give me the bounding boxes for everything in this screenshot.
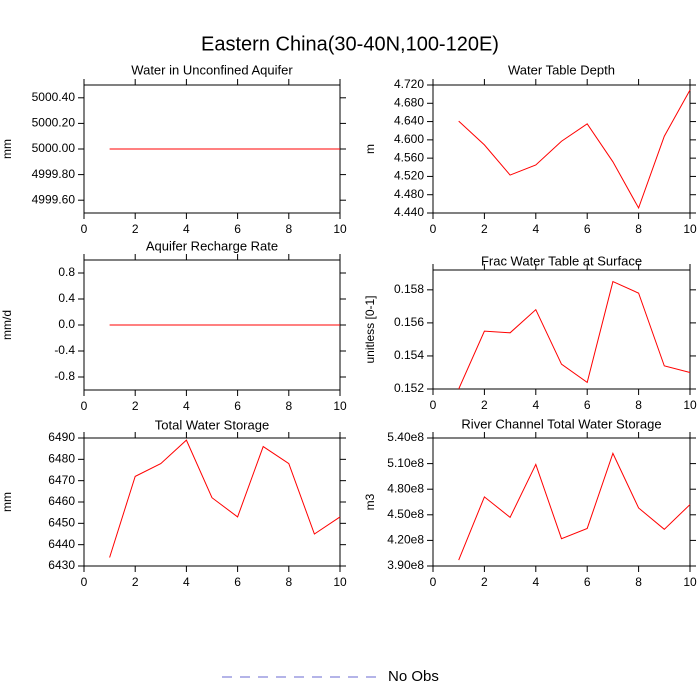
y-axis-label: m3 bbox=[363, 493, 377, 510]
y-axis-label: mm bbox=[0, 139, 14, 159]
page-title: Eastern China(30-40N,100-120E) bbox=[201, 33, 499, 55]
x-tick-label: 6 bbox=[234, 575, 241, 589]
y-tick-label: 4.480 bbox=[394, 187, 424, 201]
data-line bbox=[458, 89, 691, 210]
data-line bbox=[109, 439, 341, 558]
data-line bbox=[458, 280, 691, 390]
y-tick-label: 5000.40 bbox=[32, 90, 76, 104]
y-axis-label: unitless [0-1] bbox=[363, 295, 377, 363]
x-tick-label: 4 bbox=[532, 222, 539, 236]
y-tick-label: 4.520 bbox=[394, 169, 424, 183]
panel-title: Water Table Depth bbox=[508, 62, 615, 77]
x-tick-label: 6 bbox=[584, 575, 591, 589]
y-tick-label: 4.80e8 bbox=[387, 481, 424, 495]
y-tick-label: 0.0 bbox=[58, 317, 75, 331]
x-tick-label: 8 bbox=[635, 398, 642, 412]
panel-title: Frac Water Table at Surface bbox=[481, 253, 642, 268]
x-tick-label: 8 bbox=[635, 575, 642, 589]
x-tick-label: 6 bbox=[584, 398, 591, 412]
x-tick-label: 0 bbox=[81, 399, 88, 413]
legend-label: No Obs bbox=[388, 668, 439, 685]
y-axis-label: m bbox=[363, 144, 377, 154]
legend-label: 1850_145.01 bbox=[388, 697, 476, 700]
x-tick-label: 0 bbox=[430, 398, 437, 412]
panel-title: Total Water Storage bbox=[155, 417, 269, 432]
x-tick-label: 6 bbox=[584, 222, 591, 236]
y-tick-label: 6460 bbox=[48, 494, 75, 508]
plot-frame bbox=[432, 437, 691, 567]
y-tick-label: 6470 bbox=[48, 473, 75, 487]
y-tick-label: 6480 bbox=[48, 452, 75, 466]
y-tick-label: 4.640 bbox=[394, 114, 424, 128]
y-tick-label: 4.680 bbox=[394, 95, 424, 109]
y-tick-label: 4.560 bbox=[394, 150, 424, 164]
x-tick-label: 0 bbox=[81, 222, 88, 236]
x-tick-label: 8 bbox=[285, 575, 292, 589]
x-tick-label: 4 bbox=[183, 399, 190, 413]
y-tick-label: 6430 bbox=[48, 558, 75, 572]
x-tick-label: 6 bbox=[234, 222, 241, 236]
data-line bbox=[458, 452, 691, 561]
x-tick-label: 4 bbox=[183, 575, 190, 589]
x-tick-label: 8 bbox=[285, 222, 292, 236]
x-tick-label: 0 bbox=[430, 575, 437, 589]
x-tick-label: 2 bbox=[132, 222, 139, 236]
x-tick-label: 10 bbox=[683, 222, 697, 236]
x-tick-label: 10 bbox=[683, 575, 697, 589]
x-tick-label: 0 bbox=[81, 575, 88, 589]
x-tick-label: 4 bbox=[183, 222, 190, 236]
y-tick-label: 4.600 bbox=[394, 132, 424, 146]
plot-frame bbox=[83, 437, 341, 567]
y-tick-label: 0.4 bbox=[58, 291, 75, 305]
y-axis-label: mm bbox=[0, 492, 14, 512]
y-tick-label: 4999.80 bbox=[32, 167, 76, 181]
x-tick-label: 10 bbox=[333, 399, 347, 413]
y-tick-label: 0.154 bbox=[394, 348, 424, 362]
panel-title: Aquifer Recharge Rate bbox=[146, 238, 278, 253]
x-tick-label: 8 bbox=[285, 399, 292, 413]
panel-title: River Channel Total Water Storage bbox=[461, 416, 661, 431]
plot-frame bbox=[432, 269, 691, 390]
y-tick-label: -0.8 bbox=[54, 369, 75, 383]
y-tick-label: 4.50e8 bbox=[387, 507, 424, 521]
x-tick-label: 0 bbox=[430, 222, 437, 236]
y-tick-label: 5.10e8 bbox=[387, 456, 424, 470]
y-tick-label: 6490 bbox=[48, 430, 75, 444]
y-tick-label: 5000.20 bbox=[32, 116, 76, 130]
x-tick-label: 10 bbox=[333, 222, 347, 236]
x-tick-label: 2 bbox=[481, 575, 488, 589]
x-tick-label: 10 bbox=[683, 398, 697, 412]
x-tick-label: 4 bbox=[532, 398, 539, 412]
y-axis-label: mm/d bbox=[0, 310, 14, 340]
x-tick-label: 8 bbox=[635, 222, 642, 236]
y-tick-label: 4.440 bbox=[394, 205, 424, 219]
x-tick-label: 2 bbox=[132, 575, 139, 589]
y-tick-label: 4999.60 bbox=[32, 192, 76, 206]
x-tick-label: 6 bbox=[234, 399, 241, 413]
x-tick-label: 2 bbox=[481, 398, 488, 412]
x-tick-label: 10 bbox=[333, 575, 347, 589]
x-tick-label: 2 bbox=[481, 222, 488, 236]
y-tick-label: 0.158 bbox=[394, 282, 424, 296]
plot-frame bbox=[432, 84, 691, 214]
y-tick-label: 0.152 bbox=[394, 381, 424, 395]
y-tick-label: 6450 bbox=[48, 516, 75, 530]
y-tick-label: 0.156 bbox=[394, 315, 424, 329]
y-tick-label: 5.40e8 bbox=[387, 430, 424, 444]
x-tick-label: 2 bbox=[132, 399, 139, 413]
panel-title: Water in Unconfined Aquifer bbox=[131, 62, 293, 77]
x-tick-label: 4 bbox=[532, 575, 539, 589]
y-tick-label: 5000.00 bbox=[32, 141, 76, 155]
y-tick-label: 6440 bbox=[48, 537, 75, 551]
y-tick-label: 0.8 bbox=[58, 265, 75, 279]
y-tick-label: -0.4 bbox=[54, 343, 75, 357]
y-tick-label: 4.720 bbox=[394, 77, 424, 91]
y-tick-label: 4.20e8 bbox=[387, 533, 424, 547]
y-tick-label: 3.90e8 bbox=[387, 558, 424, 572]
